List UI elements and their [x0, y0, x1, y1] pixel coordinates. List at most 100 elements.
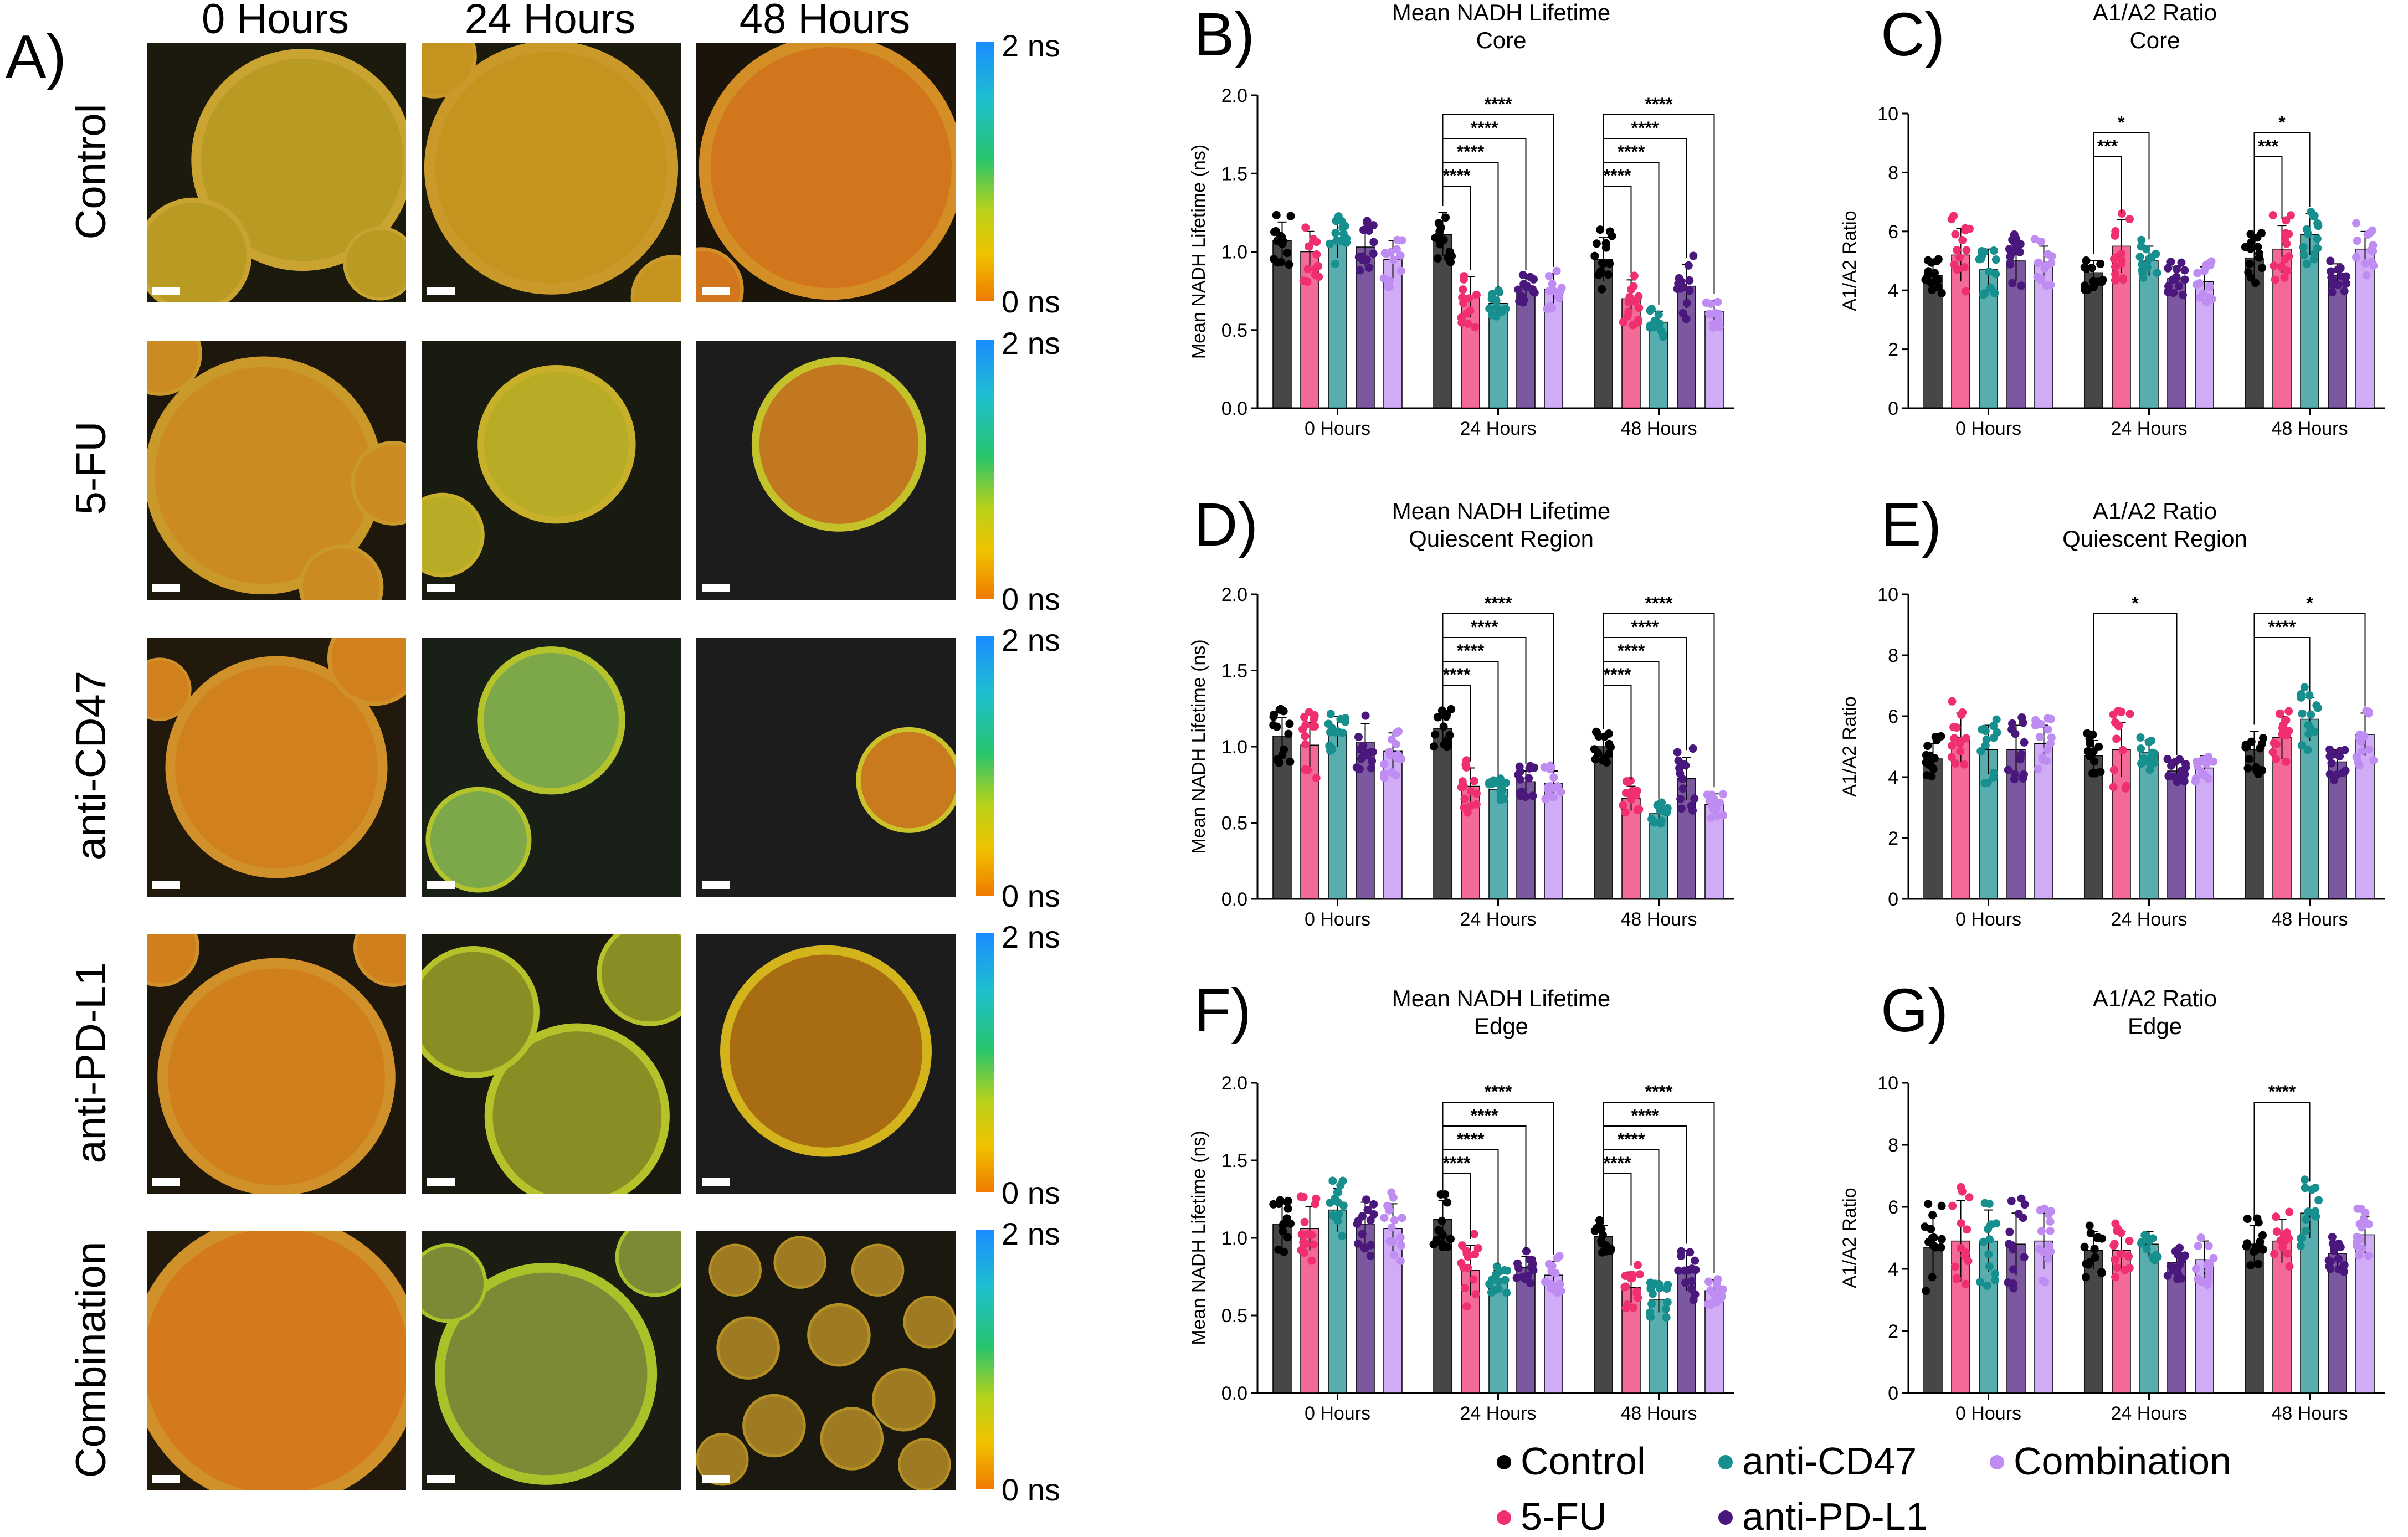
data-point	[1650, 316, 1659, 325]
data-point	[1991, 1276, 2000, 1285]
data-point	[1654, 310, 1663, 319]
data-point	[1930, 754, 1939, 763]
data-point	[1647, 1299, 1656, 1308]
data-point	[2302, 259, 2311, 268]
data-point	[2283, 1249, 2292, 1258]
chart-title: Mean NADH Lifetime	[1392, 985, 1610, 1011]
data-point	[1433, 713, 1442, 722]
colorbar-max-label: 2 ns	[1002, 28, 1060, 63]
chart-subtitle: Quiescent Region	[2062, 526, 2247, 552]
data-point	[1990, 1269, 1999, 1278]
row-label-2: anti-CD47	[68, 671, 115, 860]
y-tick-label: 8	[1888, 645, 1898, 666]
x-tick-label: 0 Hours	[1305, 1403, 1370, 1424]
micrograph-tile	[422, 638, 681, 897]
data-point	[1443, 1242, 1452, 1251]
data-point	[2009, 1265, 2018, 1274]
data-point	[1530, 289, 1539, 297]
data-point	[2124, 1252, 2133, 1261]
data-point	[1301, 732, 1310, 741]
data-point	[1470, 1230, 1478, 1238]
data-point	[2172, 265, 2181, 274]
data-point	[2035, 1245, 2044, 1253]
data-point	[2020, 1200, 2029, 1209]
data-point	[1709, 1289, 1718, 1298]
data-point	[2111, 1255, 2119, 1264]
data-point	[1929, 1233, 1938, 1242]
significance-label: ****	[1604, 665, 1631, 685]
data-point	[1675, 274, 1683, 282]
significance-bracket	[1442, 138, 1527, 270]
y-tick-label: 0	[1888, 1383, 1898, 1404]
bar	[2328, 1253, 2347, 1394]
data-point	[1472, 789, 1481, 798]
significance-label: ****	[1645, 593, 1673, 613]
data-point	[1594, 749, 1603, 758]
data-point	[1495, 1277, 1503, 1286]
data-point	[1674, 1266, 1683, 1275]
data-point	[1387, 1188, 1396, 1197]
data-point	[2368, 259, 2377, 268]
data-point	[1396, 266, 1405, 275]
data-point	[1634, 292, 1643, 301]
colorbar-min-label: 0 ns	[1002, 1175, 1060, 1210]
data-point	[2355, 730, 2364, 739]
data-point	[1632, 1289, 1641, 1298]
data-point	[1981, 741, 1990, 750]
spheroid	[331, 638, 406, 702]
data-point	[2304, 1207, 2313, 1216]
scale-bar	[702, 1475, 730, 1483]
data-point	[1605, 227, 1614, 236]
y-tick-label: 2.0	[1221, 1073, 1247, 1094]
data-point	[1299, 276, 1308, 285]
data-point	[1955, 253, 1964, 262]
data-point	[2109, 1241, 2118, 1250]
data-point	[2163, 754, 2172, 763]
data-point	[2090, 1245, 2099, 1253]
data-point	[1961, 224, 1970, 233]
y-tick-label: 0	[1888, 889, 1898, 910]
data-point	[1712, 1280, 1721, 1289]
y-tick-label: 1.5	[1221, 163, 1247, 184]
x-tick-label: 24 Hours	[1460, 909, 1537, 930]
significance-bracket	[1442, 637, 1527, 764]
data-point	[2245, 755, 2254, 764]
data-point	[2125, 1236, 2134, 1245]
y-tick-label: 0.0	[1221, 1383, 1247, 1404]
significance-bracket	[2253, 156, 2283, 234]
data-point	[1363, 1205, 1372, 1214]
data-point	[1471, 1290, 1480, 1299]
data-point	[1297, 1246, 1306, 1255]
data-point	[2047, 252, 2056, 261]
y-tick-label: 2	[1888, 828, 1898, 849]
data-point	[1548, 304, 1557, 312]
chart-title: Mean NADH Lifetime	[1392, 0, 1610, 25]
data-point	[2268, 211, 2277, 220]
data-point	[1661, 1304, 1670, 1313]
data-point	[2297, 741, 2306, 750]
data-point	[1282, 1214, 1291, 1223]
data-point	[1439, 722, 1448, 731]
data-point	[1312, 250, 1321, 259]
data-point	[1501, 1276, 1510, 1284]
data-point	[2258, 1231, 2267, 1240]
data-point	[1388, 768, 1396, 777]
data-point	[1975, 255, 1984, 264]
significance-label: ****	[1604, 166, 1631, 186]
data-point	[2307, 208, 2315, 217]
data-point	[2205, 282, 2214, 291]
data-point	[2246, 244, 2255, 253]
data-point	[1496, 788, 1505, 797]
data-point	[2200, 771, 2209, 780]
data-point	[1678, 784, 1687, 793]
y-tick-label: 1.0	[1221, 1228, 1247, 1249]
data-point	[1992, 1219, 2001, 1228]
data-point	[1928, 1273, 1937, 1282]
significance-label: ****	[1618, 1129, 1645, 1149]
data-point	[1673, 285, 1682, 294]
bar	[2167, 770, 2186, 899]
data-point	[2286, 211, 2295, 220]
data-point	[2117, 1250, 2125, 1258]
data-point	[2080, 1242, 2089, 1251]
significance-bracket	[1442, 114, 1554, 268]
